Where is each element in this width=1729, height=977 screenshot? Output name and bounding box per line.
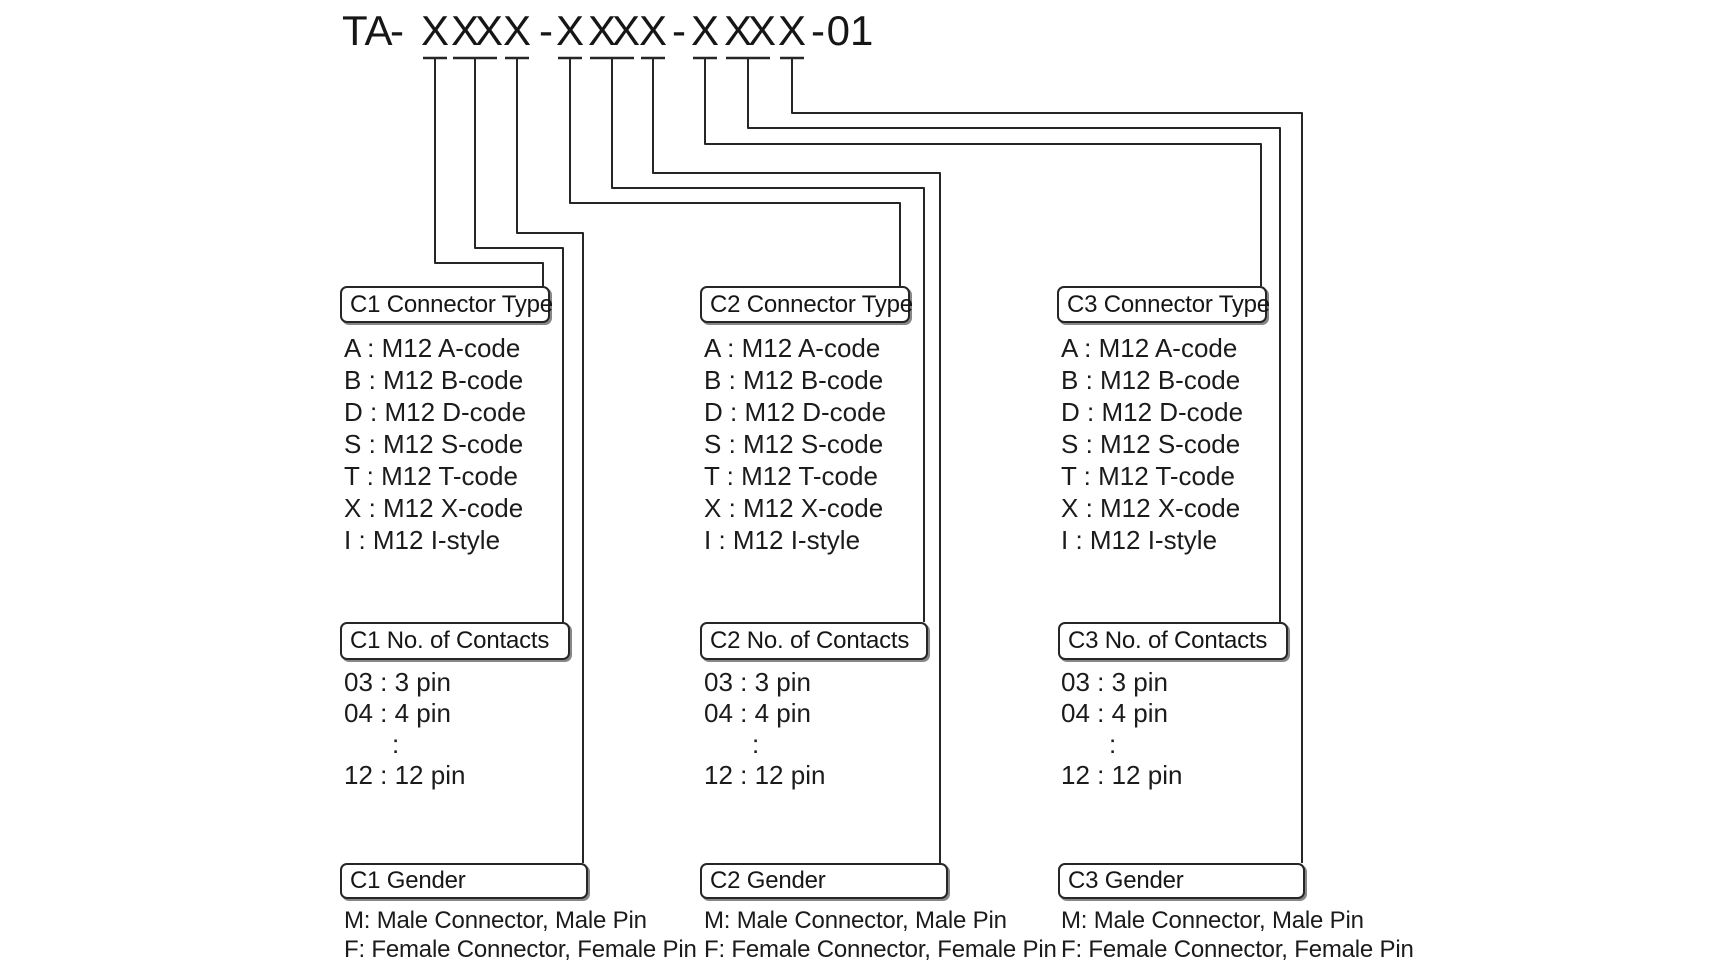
c3-contacts-list: 03 : 3 pin 04 : 4 pin : 12 : 12 pin: [1061, 667, 1182, 791]
c2-connector-type-list: A : M12 A-code B : M12 B-code D : M12 D-…: [704, 332, 886, 556]
c1-contacts-item: 03 : 3 pin: [344, 667, 451, 697]
c3-type-item: B : M12 B-code: [1061, 365, 1241, 395]
c3-type-item: X : M12 X-code: [1061, 493, 1241, 523]
code-c1-gender-x: X: [502, 7, 532, 54]
c2-type-item: I : M12 I-style: [704, 525, 861, 555]
c3-type-item: T : M12 T-code: [1061, 461, 1235, 491]
line-c3-connector-type: [704, 59, 1262, 286]
line-c1-connector-type: [434, 59, 544, 286]
c2-type-item: X : M12 X-code: [704, 493, 884, 523]
code-c1-type-x: X: [420, 7, 450, 54]
code-c3-type-x: X: [690, 7, 720, 54]
c2-contacts-item: 12 : 12 pin: [704, 760, 826, 790]
c1-gender-list: M: Male Connector, Male Pin F: Female Co…: [344, 906, 697, 964]
c3-type-item: S : M12 S-code: [1061, 429, 1241, 459]
c3-contacts-item: 04 : 4 pin: [1061, 698, 1168, 728]
c3-connector-type-box: C3 Connector Type: [1057, 286, 1270, 323]
c1-gender-item: M: Male Connector, Male Pin: [344, 907, 647, 934]
code-dash-4: -: [811, 7, 825, 54]
line-c2-connector-type: [569, 59, 901, 286]
code-c2-gender-x: X: [638, 7, 668, 54]
c1-connector-type-box: C1 Connector Type: [340, 286, 553, 323]
c2-gender-box: C2 Gender: [700, 863, 948, 899]
line-c3-contacts: [747, 59, 1281, 622]
c2-contacts-box: C2 No. of Contacts: [700, 622, 928, 660]
c3-gender-box: C3 Gender: [1058, 863, 1305, 899]
c3-contacts-ellipsis: :: [1109, 729, 1117, 759]
c2-type-item: T : M12 T-code: [704, 461, 878, 491]
code-c2-contacts-xx: XX: [587, 7, 640, 54]
c1-contacts-ellipsis: :: [392, 729, 400, 759]
code-suffix: 01: [826, 7, 874, 54]
c2-gender-item: F: Female Connector, Female Pin: [704, 936, 1057, 963]
c3-contacts-item: 03 : 3 pin: [1061, 667, 1168, 697]
line-c2-gender: [652, 59, 941, 863]
c2-type-item: D : M12 D-code: [704, 397, 887, 427]
code-c3-contacts-xx: XX: [723, 7, 776, 54]
line-c3-gender: [791, 59, 1303, 863]
c1-type-item: B : M12 B-code: [344, 365, 524, 395]
code-dash-2: -: [539, 7, 553, 54]
c2-type-item: S : M12 S-code: [704, 429, 884, 459]
c2-type-item: B : M12 B-code: [704, 365, 884, 395]
c1-contacts-item: 04 : 4 pin: [344, 698, 451, 728]
c3-connector-type-list: A : M12 A-code B : M12 B-code D : M12 D-…: [1061, 332, 1243, 556]
c1-type-item: D : M12 D-code: [344, 397, 527, 427]
c3-contacts-item: 12 : 12 pin: [1061, 760, 1183, 790]
c2-gender-list: M: Male Connector, Male Pin F: Female Co…: [704, 906, 1057, 964]
c1-gender-box: C1 Gender: [340, 863, 588, 899]
c2-contacts-item: 04 : 4 pin: [704, 698, 811, 728]
code-c3-gender-x: X: [777, 7, 807, 54]
c1-contacts-box: C1 No. of Contacts: [340, 622, 570, 660]
code-c1-contacts-xx: XX: [450, 7, 503, 54]
c2-gender-item: M: Male Connector, Male Pin: [704, 907, 1007, 934]
line-c2-contacts: [611, 59, 925, 622]
c2-contacts-ellipsis: :: [752, 729, 760, 759]
c1-contacts-list: 03 : 3 pin 04 : 4 pin : 12 : 12 pin: [344, 667, 465, 791]
c3-type-item: I : M12 I-style: [1061, 525, 1218, 555]
c2-connector-type-box: C2 Connector Type: [700, 286, 913, 323]
c3-type-item: A : M12 A-code: [1061, 333, 1238, 363]
line-c1-contacts: [474, 59, 564, 622]
code-prefix: TA: [342, 7, 393, 54]
c3-contacts-box: C3 No. of Contacts: [1058, 622, 1288, 660]
c3-type-item: D : M12 D-code: [1061, 397, 1244, 427]
c2-type-item: A : M12 A-code: [704, 333, 881, 363]
c3-gender-item: M: Male Connector, Male Pin: [1061, 907, 1364, 934]
c1-type-item: X : M12 X-code: [344, 493, 524, 523]
c1-type-item: A : M12 A-code: [344, 333, 521, 363]
c1-contacts-item: 12 : 12 pin: [344, 760, 466, 790]
line-c1-gender: [516, 59, 584, 863]
c1-gender-item: F: Female Connector, Female Pin: [344, 936, 697, 963]
c2-contacts-item: 03 : 3 pin: [704, 667, 811, 697]
code-c2-type-x: X: [555, 7, 585, 54]
code-dash-3: -: [672, 7, 686, 54]
c1-type-item: T : M12 T-code: [344, 461, 518, 491]
c3-gender-list: M: Male Connector, Male Pin F: Female Co…: [1061, 906, 1414, 964]
c1-type-item: I : M12 I-style: [344, 525, 501, 555]
c1-connector-type-list: A : M12 A-code B : M12 B-code D : M12 D-…: [344, 332, 526, 556]
code-dash-1: -: [390, 7, 404, 54]
c1-type-item: S : M12 S-code: [344, 429, 524, 459]
c2-contacts-list: 03 : 3 pin 04 : 4 pin : 12 : 12 pin: [704, 667, 825, 791]
c3-gender-item: F: Female Connector, Female Pin: [1061, 936, 1414, 963]
